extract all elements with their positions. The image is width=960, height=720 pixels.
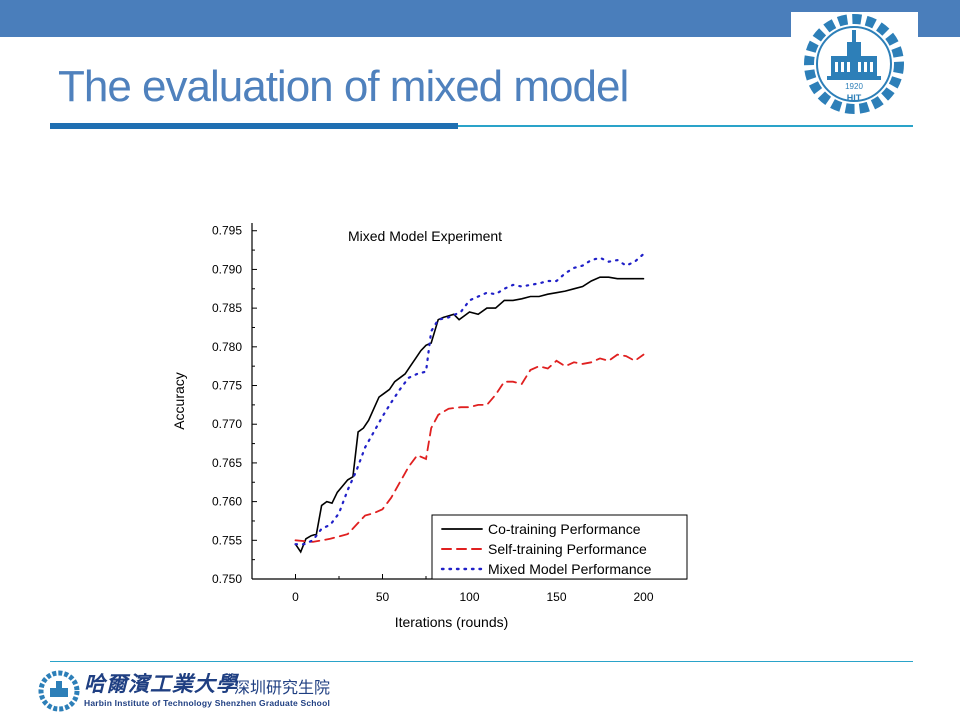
legend-label-1: Self-training Performance <box>488 541 647 557</box>
x-tick-label-3: 150 <box>546 590 566 604</box>
footer-school-cn: 深圳研究生院 <box>234 680 331 697</box>
chart-svg: 0.750 0.755 0.760 0.765 0.770 0.775 0.780 0.785… <box>171 223 688 630</box>
series-line-0 <box>294 276 645 554</box>
x-tick-label-0: 0 <box>292 590 299 604</box>
y-tick-label-6: 0.780 <box>212 340 242 354</box>
x-axis-label: Iterations (rounds) <box>395 614 509 630</box>
logo-year: 1920 <box>845 82 863 91</box>
footer-branding: 哈爾濱工業大學 深圳研究生院 Harbin Institute of Techn… <box>38 668 358 716</box>
title-underline <box>50 123 458 129</box>
accuracy-chart: 0.750 0.755 0.760 0.765 0.770 0.775 0.780 0.785… <box>160 205 700 640</box>
footer-rule <box>50 661 913 662</box>
y-tick-label-4: 0.770 <box>212 417 242 431</box>
footer-logo-icon <box>38 670 80 712</box>
y-tick-label-7: 0.785 <box>212 301 242 315</box>
x-tick-label-4: 200 <box>633 590 653 604</box>
y-tick-label-0: 0.750 <box>212 572 242 586</box>
legend-box <box>431 514 688 580</box>
hit-logo: 1920 HIT <box>791 12 918 116</box>
y-tick-label-8: 0.790 <box>212 262 242 276</box>
legend-label-0: Co-training Performance <box>488 521 641 537</box>
series-line-1 <box>294 353 645 543</box>
footer-university-cn: 哈爾濱工業大學 <box>84 673 238 696</box>
logo-letters: HIT <box>847 93 862 103</box>
legend-label-2: Mixed Model Performance <box>488 561 652 577</box>
x-tick-label-2: 100 <box>459 590 479 604</box>
plot-area: 0.750 0.755 0.760 0.765 0.770 0.775 0.780 0.785… <box>171 223 688 630</box>
title-rule <box>458 125 913 127</box>
y-tick-label-9: 0.795 <box>212 224 242 238</box>
y-axis-label: Accuracy <box>171 372 187 430</box>
series-line-2 <box>294 252 645 546</box>
y-tick-label-2: 0.760 <box>212 495 242 509</box>
footer-university-en: Harbin Institute of Technology Shenzhen … <box>84 698 331 708</box>
x-tick-label-1: 50 <box>376 590 390 604</box>
chart-title: Mixed Model Experiment <box>348 228 502 244</box>
y-tick-label-5: 0.775 <box>212 379 242 393</box>
y-tick-label-1: 0.755 <box>212 533 242 547</box>
y-tick-label-3: 0.765 <box>212 456 242 470</box>
page-title: The evaluation of mixed model <box>58 62 629 111</box>
